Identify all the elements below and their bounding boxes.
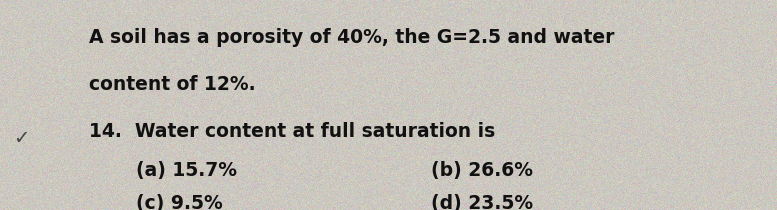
Text: (c) 9.5%: (c) 9.5% bbox=[136, 194, 223, 210]
Text: content of 12%.: content of 12%. bbox=[89, 75, 256, 93]
Text: ✓: ✓ bbox=[13, 129, 30, 148]
Text: 14.  Water content at full saturation is: 14. Water content at full saturation is bbox=[89, 122, 496, 141]
Text: (b) 26.6%: (b) 26.6% bbox=[431, 161, 533, 180]
Text: (d) 23.5%: (d) 23.5% bbox=[431, 194, 533, 210]
Text: (a) 15.7%: (a) 15.7% bbox=[136, 161, 237, 180]
Text: A soil has a porosity of 40%, the G=2.5 and water: A soil has a porosity of 40%, the G=2.5 … bbox=[89, 28, 615, 47]
